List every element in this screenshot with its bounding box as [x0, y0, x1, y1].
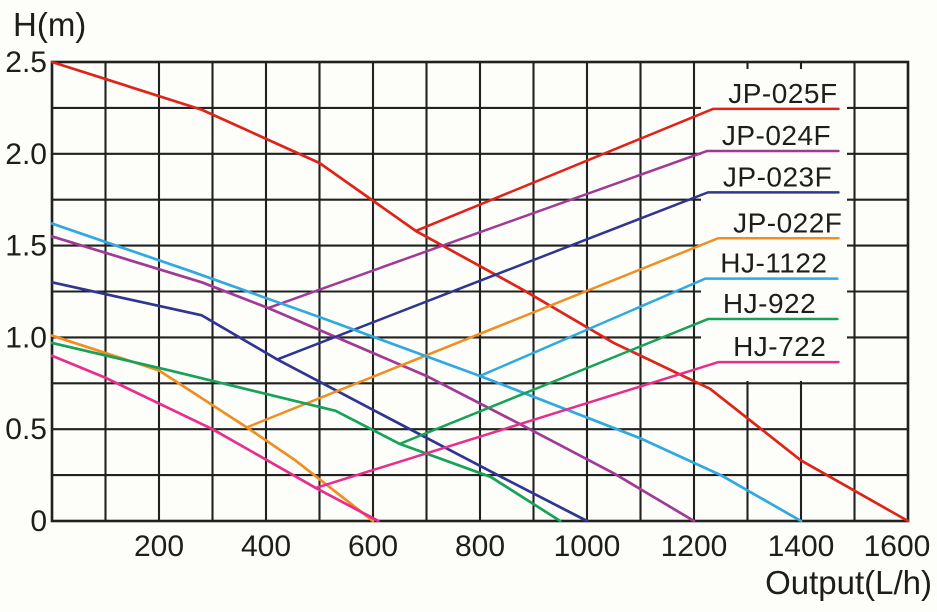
leader-line-hj-922 — [398, 317, 839, 446]
y-tick-label: 0.5 — [5, 413, 47, 446]
x-tick-label: 1400 — [768, 530, 835, 563]
x-tick-label: 600 — [348, 530, 398, 563]
x-axis-title: Output(L/h) — [765, 564, 932, 601]
x-tick-label: 800 — [455, 530, 505, 563]
x-tick-label: 1200 — [661, 530, 728, 563]
plot-border — [50, 60, 910, 523]
x-tick-label: 1000 — [554, 530, 621, 563]
y-tick-label: 1.0 — [5, 321, 47, 354]
curve-jp-025f — [50, 60, 910, 523]
leader-line-jp-025f — [414, 107, 840, 233]
leader-line-jp-023f — [275, 191, 840, 361]
legend-background — [701, 69, 847, 381]
y-tick-label: 2.0 — [5, 138, 47, 171]
x-tick-label: 400 — [241, 530, 291, 563]
leader-line-jp-022f — [245, 237, 840, 429]
y-tick-label: 1.5 — [5, 230, 47, 263]
curve-jp-023f — [50, 280, 589, 523]
legend-label-jp-022f: JP-022F — [733, 207, 842, 238]
curve-hj-722 — [50, 354, 380, 523]
legend-label-jp-025f: JP-025F — [728, 78, 837, 109]
y-tick-label: 0 — [30, 505, 47, 538]
leader-line-hj-722 — [314, 360, 840, 490]
x-tick-label: 200 — [134, 530, 184, 563]
curve-jp-024f — [50, 235, 696, 523]
y-tick-label: 2.5 — [5, 46, 47, 79]
curve-hj-922 — [50, 341, 562, 523]
legend-label-hj-722: HJ-722 — [733, 331, 826, 362]
legend-label-jp-023f: JP-023F — [723, 161, 832, 192]
leader-line-hj-1122 — [478, 277, 839, 378]
leader-line-jp-024f — [266, 149, 840, 310]
legend-label-hj-922: HJ-922 — [723, 288, 816, 319]
legend-label-jp-024f: JP-024F — [722, 120, 831, 151]
y-axis-title: H(m) — [13, 6, 86, 43]
x-tick-label: 1600 — [864, 530, 931, 563]
legend-label-hj-1122: HJ-1122 — [720, 248, 827, 279]
